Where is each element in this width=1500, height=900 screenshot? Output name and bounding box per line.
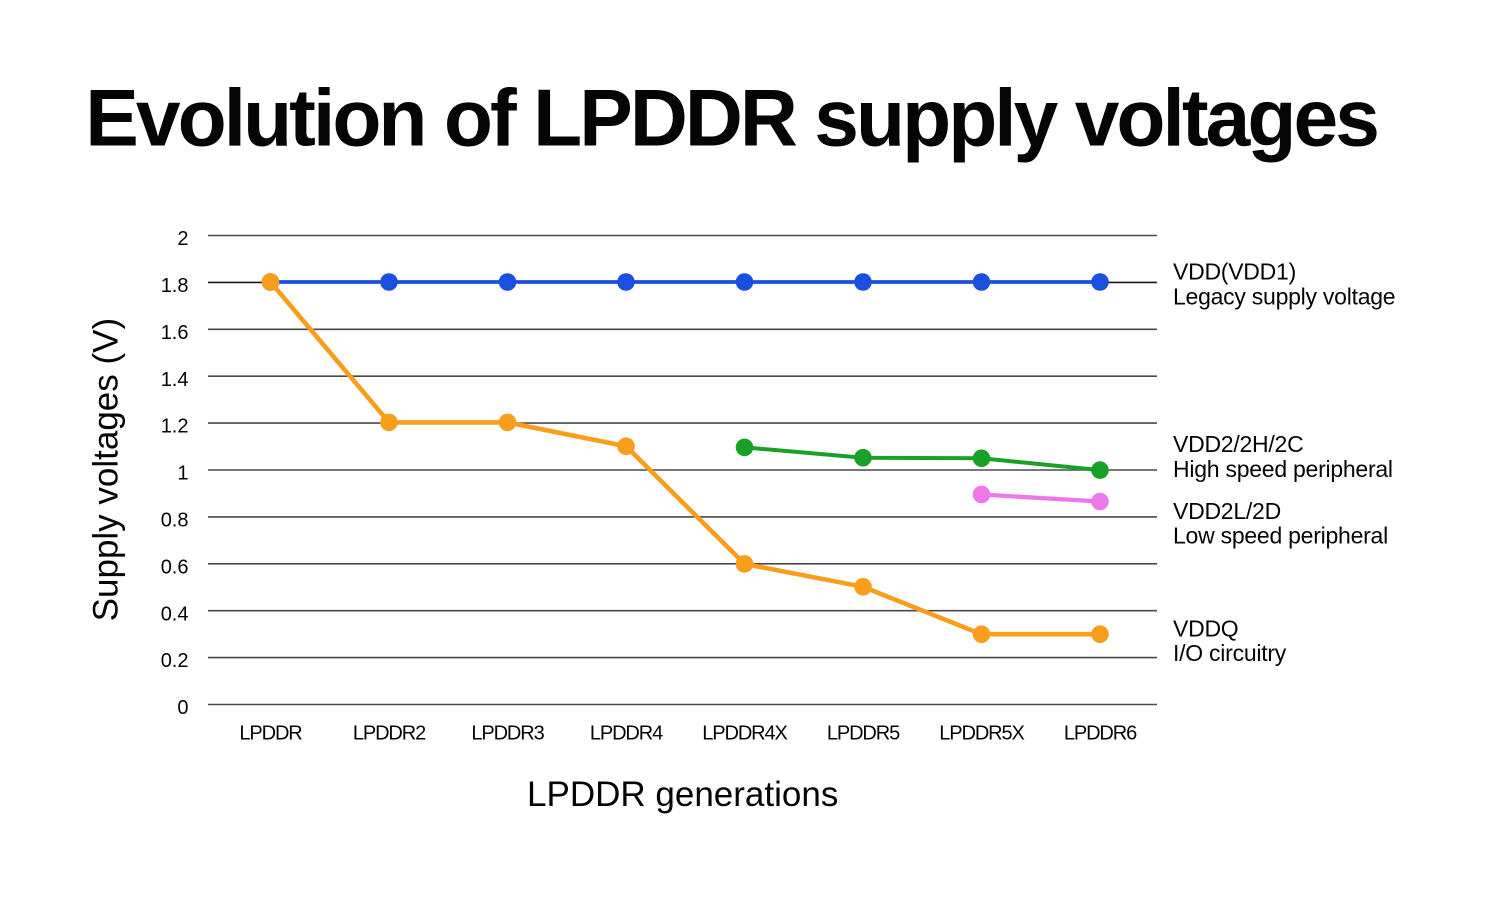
svg-text:High speed peripheral: High speed peripheral: [1173, 456, 1393, 482]
svg-text:1: 1: [177, 463, 188, 485]
svg-text:Evolution of LPDDR supply volt: Evolution of LPDDR supply voltages: [85, 73, 1377, 163]
svg-text:Legacy supply voltage: Legacy supply voltage: [1173, 284, 1395, 310]
svg-text:2: 2: [177, 228, 188, 250]
svg-text:1.2: 1.2: [161, 416, 189, 438]
svg-text:I/O circuitry: I/O circuitry: [1173, 640, 1287, 666]
svg-text:0.8: 0.8: [161, 509, 189, 531]
svg-text:0.6: 0.6: [161, 556, 189, 578]
svg-text:LPDDR: LPDDR: [239, 722, 302, 744]
svg-text:VDD2L/2D: VDD2L/2D: [1173, 498, 1281, 524]
svg-text:0: 0: [177, 697, 188, 719]
svg-text:LPDDR4: LPDDR4: [590, 722, 663, 744]
svg-text:LPDDR5: LPDDR5: [827, 722, 900, 744]
svg-text:Supply voltages (V): Supply voltages (V): [87, 318, 126, 621]
svg-text:0.2: 0.2: [161, 650, 189, 672]
svg-text:LPDDR5X: LPDDR5X: [939, 722, 1024, 744]
svg-text:0.4: 0.4: [161, 603, 189, 625]
svg-text:VDD2/2H/2C: VDD2/2H/2C: [1173, 431, 1303, 457]
svg-text:LPDDR6: LPDDR6: [1064, 722, 1137, 744]
svg-text:LPDDR3: LPDDR3: [471, 722, 544, 744]
svg-text:VDDQ: VDDQ: [1173, 616, 1238, 642]
svg-text:Low speed peripheral: Low speed peripheral: [1173, 522, 1388, 548]
svg-text:1.4: 1.4: [161, 369, 189, 391]
svg-text:1.8: 1.8: [161, 275, 189, 297]
svg-text:LPDDR4X: LPDDR4X: [702, 722, 787, 744]
svg-text:LPDDR generations: LPDDR generations: [527, 775, 838, 814]
svg-text:LPDDR2: LPDDR2: [353, 722, 426, 744]
svg-text:VDD(VDD1): VDD(VDD1): [1173, 259, 1296, 285]
svg-text:1.6: 1.6: [161, 322, 189, 344]
